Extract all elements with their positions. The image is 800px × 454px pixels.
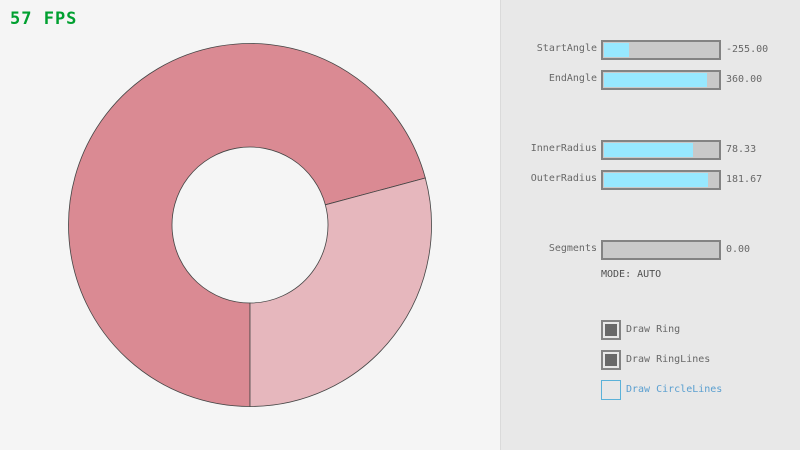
segments-slider[interactable] <box>601 240 721 260</box>
draw-ring-checkbox[interactable]: Draw Ring <box>601 320 680 340</box>
slider-value: 181.67 <box>726 174 763 185</box>
slider-label: StartAngle <box>536 43 597 54</box>
slider-fill <box>604 73 707 87</box>
slider-value: 78.33 <box>726 144 757 155</box>
slider-fill <box>604 143 694 157</box>
slider-value: 360.00 <box>726 74 763 85</box>
slider-label: InnerRadius <box>530 143 597 154</box>
segments-slider-row: Segments 0.00 <box>501 240 800 260</box>
slider-label: EndAngle <box>548 73 597 84</box>
checkbox-label: Draw CircleLines <box>626 384 723 395</box>
slider-fill <box>604 43 629 57</box>
start-angle-slider[interactable] <box>601 40 721 60</box>
start-angle-slider-row: StartAngle -255.00 <box>501 40 800 60</box>
inner-radius-slider[interactable] <box>601 140 721 160</box>
controls-panel: StartAngle -255.00 EndAngle 360.00 Inner… <box>500 0 800 450</box>
checkbox-box[interactable] <box>601 320 621 340</box>
draw-ringlines-checkbox[interactable]: Draw RingLines <box>601 350 710 370</box>
checkbox-box[interactable] <box>601 350 621 370</box>
end-angle-slider-row: EndAngle 360.00 <box>501 70 800 90</box>
draw-circlelines-checkbox[interactable]: Draw CircleLines <box>601 380 722 400</box>
slider-fill <box>604 173 708 187</box>
outer-radius-slider-row: OuterRadius 181.67 <box>501 170 800 190</box>
checkbox-label: Draw Ring <box>626 324 681 335</box>
slider-value: 0.00 <box>726 244 751 255</box>
check-mark <box>605 324 617 336</box>
ring-sector-light <box>249 177 432 407</box>
slider-label: OuterRadius <box>530 173 597 184</box>
checkbox-box[interactable] <box>601 380 621 400</box>
checkbox-label: Draw RingLines <box>626 354 711 365</box>
slider-value: -255.00 <box>726 44 769 55</box>
end-angle-slider[interactable] <box>601 70 721 90</box>
outer-radius-slider[interactable] <box>601 170 721 190</box>
fps-counter: 57 FPS <box>10 9 78 29</box>
mode-label: MODE: AUTO <box>601 269 662 280</box>
ring-drawing <box>68 43 432 407</box>
check-mark <box>605 354 617 366</box>
slider-label: Segments <box>548 243 597 254</box>
ring-sector <box>68 43 426 407</box>
inner-radius-slider-row: InnerRadius 78.33 <box>501 140 800 160</box>
